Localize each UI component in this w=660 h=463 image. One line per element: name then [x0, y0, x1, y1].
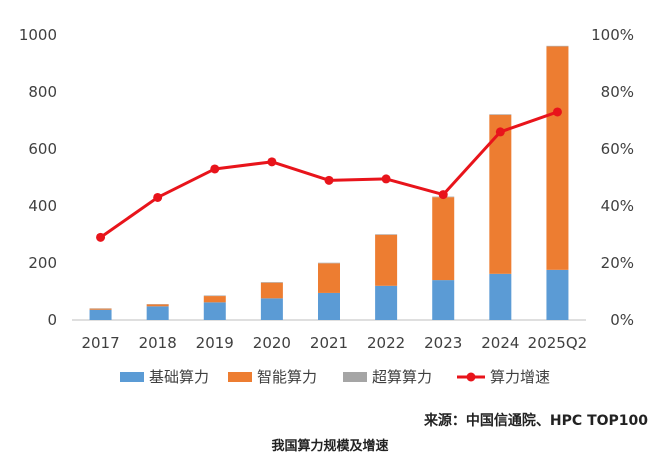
legend-swatch: [120, 372, 144, 382]
y-left-tick-label: 200: [28, 254, 57, 272]
bar-基础算力: [375, 285, 398, 320]
y-left-tick-label: 0: [47, 311, 57, 329]
y-right-tick-label: 100%: [591, 26, 634, 44]
growth-point: [96, 232, 106, 242]
legend-label: 基础算力: [149, 368, 209, 386]
y-left-tick-label: 800: [28, 83, 57, 101]
x-tick-label: 2020: [253, 334, 291, 352]
y-right-tick-label: 40%: [601, 197, 634, 215]
y-right-tick-label: 60%: [601, 140, 634, 158]
legend-swatch: [228, 372, 252, 382]
bar-基础算力: [260, 298, 283, 320]
bar-超算算力: [546, 45, 569, 47]
legend-line-marker: [466, 372, 476, 382]
bar-智能算力: [375, 234, 398, 286]
bar-基础算力: [318, 292, 340, 320]
x-tick-label: 2019: [196, 334, 234, 352]
bar-智能算力: [203, 296, 226, 303]
bar-超算算力: [260, 282, 283, 283]
growth-point: [381, 174, 391, 184]
bar-基础算力: [203, 302, 226, 320]
chart-title: 我国算力规模及增速: [271, 438, 388, 454]
growth-point: [324, 175, 334, 185]
x-tick-label: 2025Q2: [528, 334, 588, 352]
legend-label: 超算算力: [372, 368, 432, 386]
bar-智能算力: [546, 46, 569, 270]
bar-智能算力: [318, 263, 340, 293]
bar-超算算力: [375, 234, 398, 235]
x-tick-label: 2018: [139, 334, 177, 352]
legend-label: 算力增速: [490, 368, 550, 386]
bar-基础算力: [146, 306, 169, 320]
y-left-tick-label: 400: [28, 197, 57, 215]
bar-超算算力: [318, 262, 340, 264]
bar-智能算力: [260, 282, 283, 299]
y-right-tick-label: 0%: [610, 311, 634, 329]
growth-point: [153, 192, 163, 202]
growth-point: [552, 107, 562, 117]
x-tick-label: 2024: [481, 334, 519, 352]
growth-point: [438, 190, 448, 200]
bar-基础算力: [546, 269, 569, 320]
y-right-tick-label: 20%: [601, 254, 634, 272]
bar-超算算力: [203, 295, 226, 297]
source-note: 来源：中国信通院、HPC TOP100: [423, 412, 648, 429]
x-tick-label: 2017: [81, 334, 119, 352]
x-tick-label: 2023: [424, 334, 462, 352]
bar-基础算力: [89, 309, 112, 320]
y-left-tick-label: 1000: [19, 26, 57, 44]
bar-智能算力: [489, 114, 512, 274]
bar-基础算力: [432, 280, 455, 320]
y-left-tick-label: 600: [28, 140, 57, 158]
x-tick-label: 2022: [367, 334, 405, 352]
growth-point: [210, 164, 220, 174]
bar-超算算力: [489, 114, 512, 115]
bar-基础算力: [489, 273, 512, 320]
legend-swatch: [343, 372, 367, 382]
x-tick-label: 2021: [310, 334, 348, 352]
growth-point: [267, 157, 277, 167]
y-right-tick-label: 80%: [601, 83, 634, 101]
legend-label: 智能算力: [257, 368, 317, 386]
bar-智能算力: [146, 304, 169, 307]
growth-line: [99, 110, 558, 239]
growth-point: [495, 127, 505, 137]
bar-智能算力: [432, 197, 455, 281]
bar-智能算力: [89, 308, 112, 310]
